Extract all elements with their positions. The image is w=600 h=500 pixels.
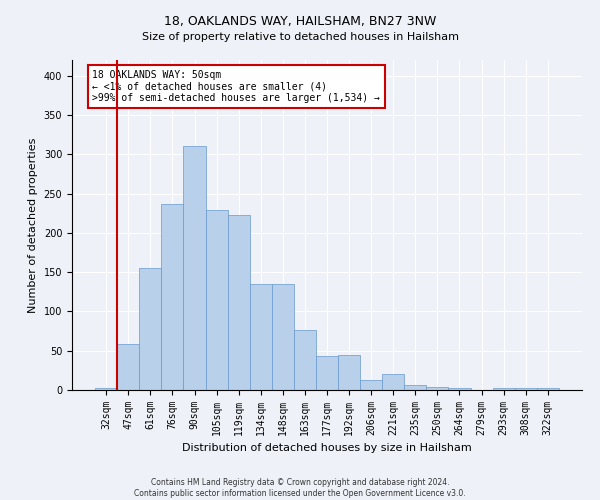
- Bar: [294, 330, 316, 390]
- Text: 18 OAKLANDS WAY: 50sqm
← <1% of detached houses are smaller (4)
>99% of semi-det: 18 OAKLANDS WAY: 50sqm ← <1% of detached…: [92, 70, 380, 103]
- Text: Contains HM Land Registry data © Crown copyright and database right 2024.
Contai: Contains HM Land Registry data © Crown c…: [134, 478, 466, 498]
- Bar: [427, 387, 448, 390]
- Bar: [184, 146, 206, 390]
- Bar: [404, 384, 427, 390]
- Y-axis label: Number of detached properties: Number of detached properties: [28, 138, 38, 312]
- Bar: [139, 268, 161, 390]
- Text: 18, OAKLANDS WAY, HAILSHAM, BN27 3NW: 18, OAKLANDS WAY, HAILSHAM, BN27 3NW: [164, 15, 436, 28]
- Bar: [161, 204, 184, 390]
- Bar: [360, 380, 382, 390]
- Bar: [272, 284, 294, 390]
- X-axis label: Distribution of detached houses by size in Hailsham: Distribution of detached houses by size …: [182, 444, 472, 454]
- Bar: [250, 284, 272, 390]
- Text: Size of property relative to detached houses in Hailsham: Size of property relative to detached ho…: [142, 32, 458, 42]
- Bar: [117, 344, 139, 390]
- Bar: [515, 388, 537, 390]
- Bar: [95, 388, 117, 390]
- Bar: [448, 388, 470, 390]
- Bar: [316, 356, 338, 390]
- Bar: [206, 210, 227, 390]
- Bar: [382, 374, 404, 390]
- Bar: [227, 215, 250, 390]
- Bar: [493, 388, 515, 390]
- Bar: [537, 388, 559, 390]
- Bar: [338, 356, 360, 390]
